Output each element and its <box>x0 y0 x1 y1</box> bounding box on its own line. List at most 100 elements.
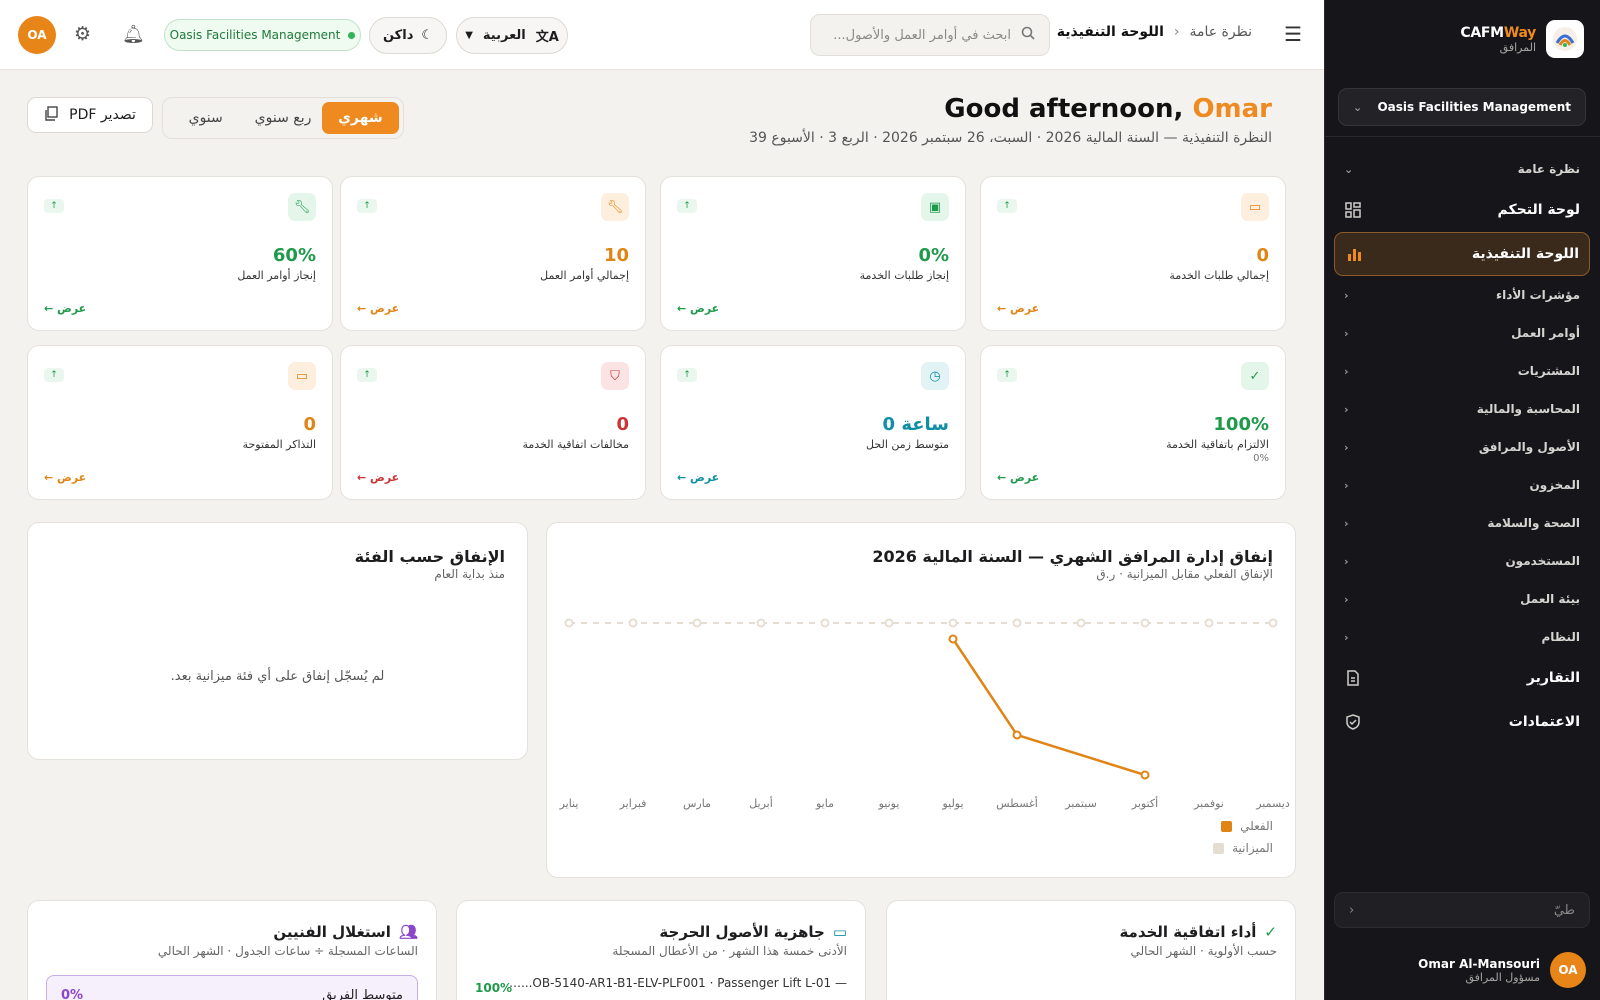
export-pdf-button[interactable]: تصدير PDF <box>27 97 153 133</box>
sidebar-section-overview[interactable]: نظرة عامة ⌄ <box>1334 150 1590 188</box>
chevron-left-icon: ‹ <box>1344 630 1349 644</box>
point-actual[interactable] <box>948 634 958 644</box>
empty-state-message: لم يُسجّل إنفاق على أي فئة ميزانية بعد. <box>170 669 385 684</box>
point-budget[interactable] <box>820 618 830 628</box>
kpi-view-link[interactable]: عرض ← <box>357 302 400 315</box>
point-budget[interactable] <box>756 618 766 628</box>
chevron-down-icon: ⌄ <box>1344 162 1354 176</box>
sidebar-nav: نظرة عامة ⌄ لوحة التحكم اللوحة التنفيذية… <box>1334 150 1590 744</box>
sidebar-group-2[interactable]: المشتريات ‹ <box>1334 352 1590 390</box>
breadcrumb-overview[interactable]: نظرة عامة <box>1189 24 1252 40</box>
sidebar-group-1[interactable]: أوامر العمل ‹ <box>1334 314 1590 352</box>
kpi-view-link[interactable]: عرض ← <box>997 302 1040 315</box>
user-name: Omar Al-Mansouri <box>1418 956 1540 971</box>
collapse-sidebar-button[interactable]: طيّ ‹ <box>1334 892 1590 928</box>
sidebar-group-3[interactable]: المحاسبة والمالية ‹ <box>1334 390 1590 428</box>
trend-up-icon: ↑ <box>997 199 1017 213</box>
kpi-card: ⛉ ↑ 0 مخالفات اتفاقية الخدمة عرض ← <box>340 345 646 500</box>
point-actual[interactable] <box>1012 730 1022 740</box>
kpi-view-link[interactable]: عرض ← <box>357 471 400 484</box>
sidebar-group-label: الصحة والسلامة <box>1487 516 1580 530</box>
kpi-label: الالتزام باتفاقية الخدمة <box>1166 438 1269 451</box>
kpi-view-link[interactable]: عرض ← <box>44 302 87 315</box>
sidebar-item-executive[interactable]: اللوحة التنفيذية <box>1334 232 1590 276</box>
shield-alert-icon: ⛉ <box>601 362 629 390</box>
x-tick-label: يناير <box>559 797 579 810</box>
point-budget[interactable] <box>564 618 574 628</box>
point-budget[interactable] <box>948 618 958 628</box>
brand[interactable]: CAFMWay المرافق <box>1460 20 1584 58</box>
x-tick-label: مارس <box>683 797 711 810</box>
sidebar-item-dashboard[interactable]: لوحة التحكم <box>1334 188 1590 232</box>
language-switcher[interactable]: 文A العربية ▼ <box>456 17 568 54</box>
point-actual[interactable] <box>1140 770 1150 780</box>
sidebar-group-label: المخزون <box>1529 478 1580 492</box>
menu-icon[interactable]: ☰ <box>1284 22 1302 46</box>
period-tab-0[interactable]: شهري <box>321 102 399 134</box>
kpi-value: 0 <box>616 414 629 435</box>
org-badge-label: Oasis Facilities Management <box>169 28 341 42</box>
asset-row-text[interactable]: — OB-5140-AR1-B1-ELV-PLF001 · Passenger … <box>507 976 847 990</box>
sidebar-group-label: مؤشرات الأداء <box>1495 288 1580 302</box>
sidebar-group-8[interactable]: بيئة العمل ‹ <box>1334 580 1590 618</box>
point-budget[interactable] <box>628 618 638 628</box>
team-average-row: متوسط الفريق 0% <box>46 975 418 1000</box>
point-budget[interactable] <box>1012 618 1022 628</box>
category-spend-panel: الإنفاق حسب الفئة منذ بداية العام لم يُس… <box>27 522 528 760</box>
moon-icon: ☾ <box>421 28 434 43</box>
sidebar-group-9[interactable]: النظام ‹ <box>1334 618 1590 656</box>
chart-subtitle: الإنفاق الفعلي مقابل الميزانية · ر.ق <box>1096 567 1273 581</box>
x-tick-label: سبتمبر <box>1064 797 1097 810</box>
org-selector-label: Oasis Facilities Management <box>1377 100 1571 114</box>
sidebar-group-6[interactable]: الصحة والسلامة ‹ <box>1334 504 1590 542</box>
sidebar-item-approvals[interactable]: الاعتمادات <box>1334 700 1590 744</box>
kpi-view-link[interactable]: عرض ← <box>44 471 87 484</box>
spend-chart-panel: إنفاق إدارة المرافق الشهري — السنة المال… <box>546 522 1296 878</box>
kpi-view-link[interactable]: عرض ← <box>677 302 720 315</box>
technician-utilization-card: 👥︎ استغلال الفنيين الساعات المسجلة ÷ ساعا… <box>27 900 437 1000</box>
avatar[interactable]: OA <box>18 16 56 54</box>
theme-toggle[interactable]: ☾ داكن <box>369 17 447 54</box>
gear-icon[interactable]: ⚙ <box>74 23 92 45</box>
kpi-view-link[interactable]: عرض ← <box>997 471 1040 484</box>
sidebar-group-4[interactable]: الأصول والمرافق ‹ <box>1334 428 1590 466</box>
kpi-value: 0% <box>918 245 949 266</box>
ticket-icon: ▭ <box>1241 193 1269 221</box>
kpi-view-link[interactable]: عرض ← <box>677 471 720 484</box>
breadcrumb: نظرة عامة ‹ اللوحة التنفيذية <box>1057 24 1252 40</box>
sidebar-group-7[interactable]: المستخدمون ‹ <box>1334 542 1590 580</box>
kpi-card: ◷ ↑ 0 ساعة متوسط زمن الحل عرض ← <box>660 345 966 500</box>
search-input[interactable]: ابحث في أوامر العمل والأصول... <box>833 27 1011 43</box>
bell-icon[interactable]: 🔔︎ <box>122 24 145 45</box>
sidebar-group-label: بيئة العمل <box>1520 592 1580 606</box>
trend-up-icon: ↑ <box>997 368 1017 382</box>
avatar: OA <box>1550 952 1586 988</box>
sidebar-group-5[interactable]: المخزون ‹ <box>1334 466 1590 504</box>
org-selector[interactable]: ⌄ Oasis Facilities Management <box>1338 88 1586 126</box>
sidebar-item-reports[interactable]: التقارير <box>1334 656 1590 700</box>
sidebar-group-0[interactable]: مؤشرات الأداء ‹ <box>1334 276 1590 314</box>
period-selector: شهري ربع سنوي سنوي <box>162 97 404 139</box>
period-tab-1[interactable]: ربع سنوي <box>254 110 312 126</box>
legend-swatch-actual <box>1221 820 1233 832</box>
user-profile[interactable]: OA Omar Al-Mansouri مسؤول المرافق <box>1418 952 1586 988</box>
chevron-left-icon: ‹ <box>1344 554 1349 568</box>
chevron-left-icon: ‹ <box>1344 516 1349 530</box>
org-status-badge[interactable]: Oasis Facilities Management <box>164 19 361 51</box>
legend-budget: الميزانية <box>1213 841 1273 855</box>
x-tick-label: مايو <box>815 797 834 810</box>
point-budget[interactable] <box>884 618 894 628</box>
series-line-actual <box>951 638 1146 777</box>
report-icon <box>1344 669 1362 687</box>
point-budget[interactable] <box>1268 618 1278 628</box>
period-tab-2[interactable]: سنوي <box>188 110 223 126</box>
point-budget[interactable] <box>1204 618 1214 628</box>
point-budget[interactable] <box>692 618 702 628</box>
point-budget[interactable] <box>1076 618 1086 628</box>
kpi-value: 100% <box>1213 414 1269 435</box>
card-title: ✓ أداء اتفاقية الخدمة <box>1119 923 1277 941</box>
point-budget[interactable] <box>1140 618 1150 628</box>
search-icon <box>1021 26 1035 44</box>
grid-icon <box>1344 201 1362 219</box>
search-box[interactable]: ابحث في أوامر العمل والأصول... <box>810 14 1050 56</box>
